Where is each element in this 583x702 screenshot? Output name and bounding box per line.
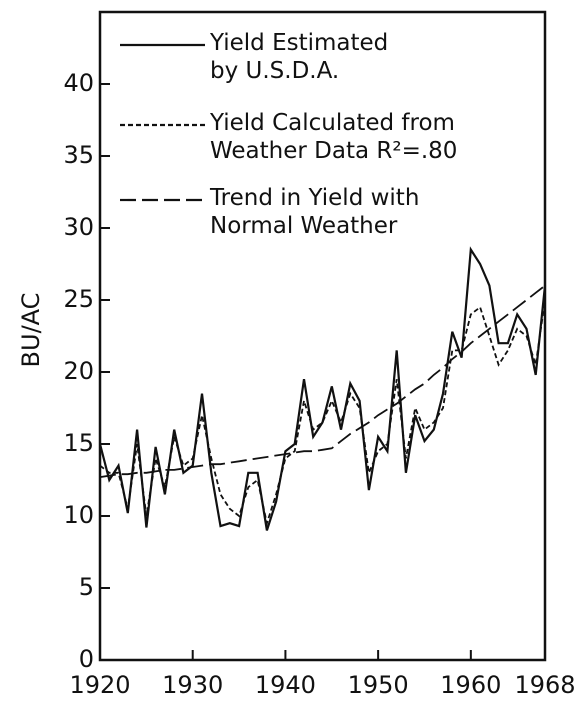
y-axis-label: BU/AC [17,293,45,368]
y-tick-label: 20 [63,357,94,385]
y-tick-label: 25 [63,285,94,313]
y-tick-label: 30 [63,213,94,241]
y-tick-label: 5 [79,573,94,601]
y-tick-label: 40 [63,69,94,97]
y-tick-label: 0 [79,645,94,673]
x-tick-label: 1920 [69,671,130,699]
x-tick-label: 1960 [440,671,501,699]
y-tick-label: 15 [63,429,94,457]
y-tick-label: 35 [63,141,94,169]
series-line [98,246,547,531]
y-tick-label: 10 [63,501,94,529]
x-tick-label: 1940 [255,671,316,699]
legend-label: Yield Calculated from Weather Data R²=.8… [210,110,458,164]
x-tick-label: 1950 [348,671,409,699]
series-line [99,299,546,527]
x-tick-label: 1930 [162,671,223,699]
series-line [99,284,546,478]
legend-label: Trend in Yield with Normal Weather [210,185,420,239]
plot-frame [98,10,547,662]
x-tick-label: 1968 [514,671,575,699]
legend-label: Yield Estimated by U.S.D.A. [210,30,389,84]
